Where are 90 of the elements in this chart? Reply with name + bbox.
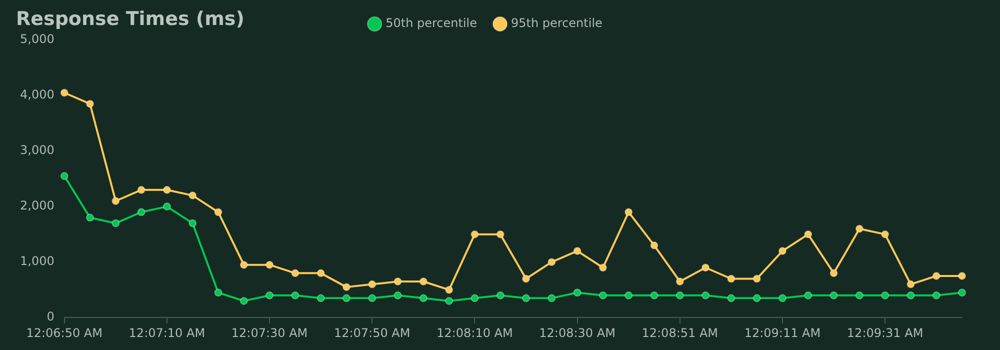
point [548,258,556,266]
point [316,269,325,278]
point [112,197,120,206]
point [650,241,658,250]
point [394,278,402,286]
chart-title: Response Times (ms) [16,8,244,30]
point [316,294,325,302]
point [394,291,402,300]
point [60,88,68,97]
x-tick-label: 12:07:30 AM [231,326,308,340]
x-tick-label: 12:07:50 AM [334,326,410,340]
point [855,291,864,300]
point [958,288,966,297]
point [214,288,222,297]
point [906,280,915,288]
point [470,230,479,238]
x-tick-label: 12:07:10 AM [128,326,206,340]
point [214,208,222,216]
point [266,260,274,269]
point [702,291,710,300]
point [778,246,786,255]
y-tick-label: 2,000 [20,198,54,213]
point [830,269,838,278]
point [650,291,658,300]
point [342,283,350,292]
point [188,191,197,200]
point [855,224,864,233]
point [368,280,376,288]
y-tick-label: 1,000 [20,254,54,268]
point [778,294,786,302]
point [188,219,197,228]
point [162,186,171,194]
point [368,294,376,302]
point [522,274,530,283]
point [804,230,812,238]
point [906,291,915,300]
point [342,294,350,302]
point [752,274,761,283]
point [573,288,582,297]
point [881,230,890,238]
point [291,291,300,300]
point [573,246,582,255]
point [137,186,146,194]
x-tick-label: 12:08:51 AM [642,326,718,340]
point [727,294,736,302]
point [291,269,300,278]
point [86,100,94,108]
point [240,296,248,305]
point [137,208,146,216]
legend-label: 95th percentile [511,16,602,30]
point [60,172,68,180]
point [676,291,684,300]
point [830,291,838,300]
point [419,278,428,286]
point [624,291,633,300]
point [445,286,454,294]
x-tick-label: 12:09:31 AM [846,326,924,340]
point [598,264,607,272]
point [676,278,684,286]
x-tick-label: 12:09:11 AM [744,326,821,340]
point [470,294,479,302]
point [496,230,504,238]
point [112,219,120,228]
point [598,291,607,300]
point [496,291,504,300]
y-tick-label: 5,000 [20,32,54,46]
y-tick-label: 3,000 [20,143,54,158]
y-tick-label: 4,000 [20,88,54,102]
y-tick-label: 0 [46,310,54,324]
point [752,294,761,302]
point [958,272,966,280]
point [162,202,171,211]
point [624,208,633,216]
point [727,274,736,283]
point [266,291,274,300]
x-tick-label: 12:08:30 AM [539,326,616,340]
point [881,291,890,300]
point [522,294,530,302]
point [240,260,248,269]
x-tick-label: 12:08:10 AM [436,326,513,340]
point [548,294,556,302]
point [702,264,710,272]
point [804,291,812,300]
point [932,272,940,280]
point [932,291,940,300]
x-tick-label: 12:06:50 AM [26,326,102,340]
point [419,294,428,302]
point [86,214,94,222]
point [445,296,454,305]
legend-label: 50th percentile [386,16,477,30]
